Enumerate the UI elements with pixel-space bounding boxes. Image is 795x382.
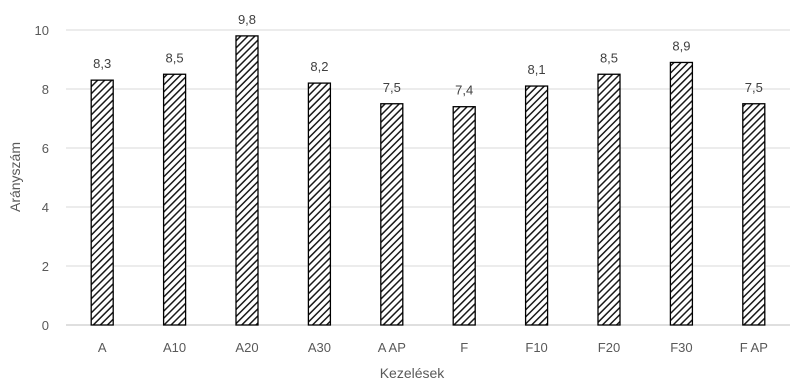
x-tick-label: A10: [163, 340, 186, 355]
data-label: 8,3: [93, 56, 111, 71]
y-tick-label: 8: [42, 82, 49, 97]
y-tick-label: 10: [35, 23, 49, 38]
y-tick-label: 4: [42, 200, 49, 215]
data-label: 8,1: [528, 62, 546, 77]
x-tick-label: F20: [598, 340, 620, 355]
data-label: 8,5: [166, 50, 184, 65]
bars: [90, 35, 766, 326]
data-label: 7,5: [745, 80, 763, 95]
bar: [90, 79, 114, 326]
bar: [452, 106, 476, 326]
bar: [524, 85, 549, 326]
data-label: 8,2: [310, 59, 328, 74]
data-labels: 8,3 8,5 9,8 8,2 7,5 7,4 8,1 8,5 8,9 7,5: [93, 12, 763, 98]
y-tick-label: 0: [42, 318, 49, 333]
x-tick-label: F: [460, 340, 468, 355]
bar: [669, 61, 694, 326]
x-tick-label: F30: [670, 340, 692, 355]
gridlines: [66, 29, 790, 326]
bar: [235, 35, 259, 326]
bar: [597, 73, 621, 326]
data-label: 7,4: [455, 83, 473, 98]
x-axis-title: Kezelések: [380, 365, 446, 381]
bar: [162, 73, 187, 326]
y-axis-ticks: 0 2 4 6 8 10: [35, 23, 49, 333]
x-tick-label: A30: [308, 340, 331, 355]
x-tick-label: F10: [525, 340, 547, 355]
x-axis-ticks: A A10 A20 A30 A AP F F10 F20 F30 F AP: [98, 340, 768, 355]
bar: [380, 103, 404, 326]
y-axis-title: Arányszám: [7, 142, 23, 212]
x-tick-label: A AP: [378, 340, 406, 355]
y-tick-label: 6: [42, 141, 49, 156]
bar: [307, 82, 332, 326]
y-tick-label: 2: [42, 259, 49, 274]
bar: [742, 103, 766, 326]
x-tick-label: A: [98, 340, 107, 355]
x-tick-label: A20: [235, 340, 258, 355]
x-tick-label: F AP: [740, 340, 768, 355]
data-label: 9,8: [238, 12, 256, 27]
data-label: 8,9: [672, 38, 690, 53]
data-label: 7,5: [383, 80, 401, 95]
data-label: 8,5: [600, 50, 618, 65]
